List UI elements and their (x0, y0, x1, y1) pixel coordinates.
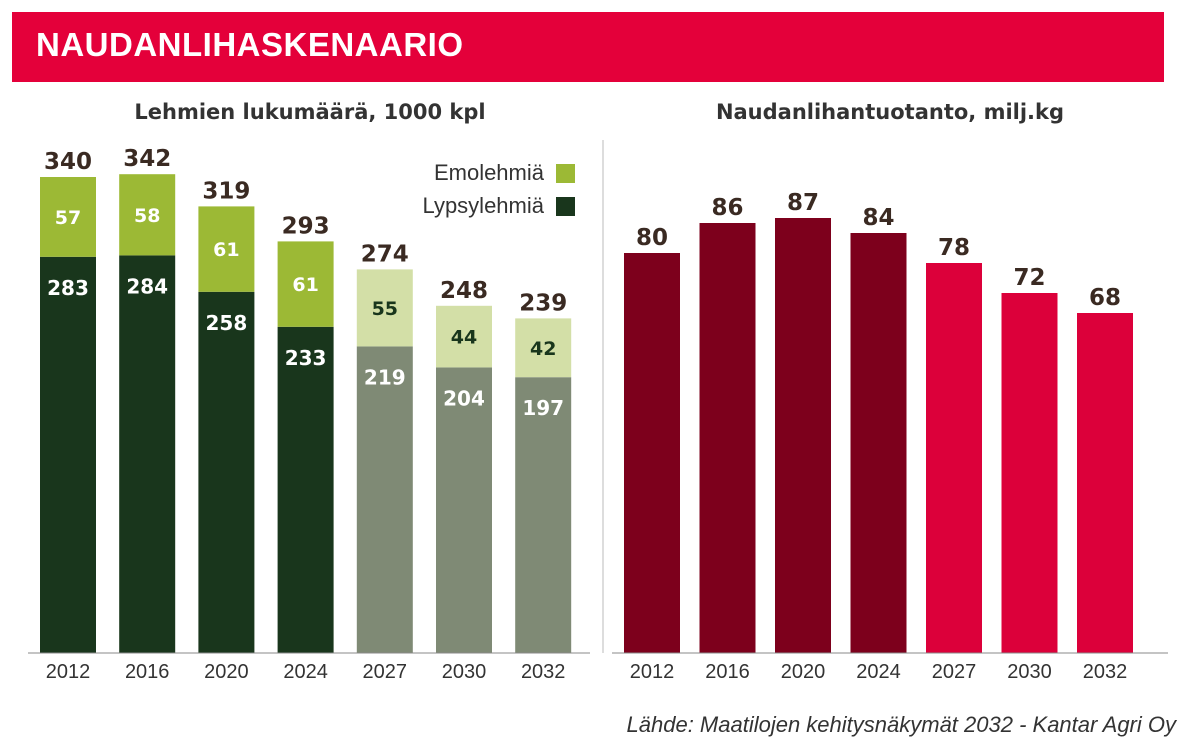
bar-lypsylehmia-2016 (119, 255, 176, 653)
x-tick-left-2020: 2020 (204, 661, 249, 683)
label-emolehmia-2016: 58 (134, 205, 160, 227)
label-total-2012: 340 (44, 149, 92, 175)
bar-lypsylehmia-2027 (356, 346, 413, 653)
bar-meat-2012 (624, 253, 680, 653)
bar-emolehmia-2016 (119, 174, 176, 256)
bar-meat-2016 (699, 223, 756, 653)
cows-chart-title: Lehmien lukumäärä, 1000 kpl (134, 100, 486, 124)
label-meat-2012: 80 (636, 225, 668, 251)
page-title: NAUDANLIHASKENAARIO (36, 26, 464, 63)
bar-meat-2020 (775, 218, 831, 653)
bar-meat-2027 (926, 263, 982, 653)
bar-lypsylehmia-2032 (515, 377, 572, 653)
bar-emolehmia-2020 (198, 206, 255, 292)
x-tick-left-2027: 2027 (363, 661, 408, 683)
bar-emolehmia-2027 (356, 269, 413, 347)
bar-meat-2024 (850, 233, 907, 653)
label-emolehmia-2032: 42 (530, 338, 556, 360)
label-lypsylehmia-2032: 197 (522, 396, 564, 420)
bar-lypsylehmia-2030 (436, 367, 492, 653)
label-lypsylehmia-2020: 258 (206, 311, 248, 335)
legend-swatch-lypsylehmia (556, 197, 575, 216)
label-lypsylehmia-2030: 204 (443, 386, 485, 410)
bar-emolehmia-2012 (40, 177, 96, 257)
x-tick-right-2016: 2016 (705, 661, 750, 683)
x-tick-left-2024: 2024 (283, 661, 328, 683)
x-tick-left-2016: 2016 (125, 661, 170, 683)
bar-emolehmia-2030 (436, 305, 492, 368)
label-meat-2020: 87 (787, 190, 819, 216)
x-tick-right-2020: 2020 (781, 661, 826, 683)
bar-meat-2032 (1077, 313, 1133, 653)
label-meat-2016: 86 (711, 195, 743, 221)
bar-emolehmia-2032 (515, 318, 572, 378)
label-lypsylehmia-2016: 284 (126, 274, 168, 298)
label-emolehmia-2012: 57 (55, 207, 81, 229)
x-tick-right-2030: 2030 (1007, 661, 1052, 683)
label-lypsylehmia-2024: 233 (285, 346, 327, 370)
label-meat-2030: 72 (1013, 265, 1045, 291)
label-total-2020: 319 (202, 178, 250, 204)
label-meat-2024: 84 (862, 205, 894, 231)
x-tick-right-2027: 2027 (932, 661, 977, 683)
label-emolehmia-2030: 44 (451, 327, 477, 349)
header-banner: NAUDANLIHASKENAARIO (12, 12, 1164, 82)
label-emolehmia-2027: 55 (372, 298, 398, 320)
label-total-2032: 239 (519, 290, 567, 316)
beef-chart-title: Naudanlihantuotanto, milj.kg (715, 100, 1065, 124)
bar-lypsylehmia-2012 (40, 256, 96, 653)
legend-label-lypsylehmia: Lypsylehmiä (423, 193, 545, 218)
bar-lypsylehmia-2020 (198, 291, 255, 653)
bar-meat-2030 (1001, 293, 1058, 653)
x-tick-right-2032: 2032 (1083, 661, 1128, 683)
label-total-2027: 274 (361, 241, 409, 267)
source-note: Lähde: Maatilojen kehitysnäkymät 2032 - … (626, 712, 1176, 737)
x-tick-left-2012: 2012 (46, 661, 91, 683)
x-tick-right-2012: 2012 (630, 661, 675, 683)
label-emolehmia-2020: 61 (213, 239, 239, 261)
label-total-2016: 342 (123, 146, 171, 172)
x-tick-left-2030: 2030 (442, 661, 487, 683)
label-meat-2032: 68 (1089, 285, 1121, 311)
label-lypsylehmia-2027: 219 (364, 365, 406, 389)
label-emolehmia-2024: 61 (292, 274, 318, 296)
label-total-2024: 293 (282, 213, 330, 239)
charts-canvas: 283 57 340 2012 284 58 342 2016 258 61 319 2020 233 6… (28, 140, 1168, 683)
x-tick-left-2032: 2032 (521, 661, 566, 683)
label-total-2030: 248 (440, 278, 488, 304)
legend-swatch-emolehmia (556, 164, 575, 183)
legend-label-emolehmia: Emolehmiä (434, 160, 545, 185)
bar-lypsylehmia-2024 (277, 326, 334, 653)
label-lypsylehmia-2012: 283 (47, 276, 89, 300)
label-meat-2027: 78 (938, 235, 970, 261)
x-tick-right-2024: 2024 (856, 661, 901, 683)
bar-emolehmia-2024 (277, 241, 334, 327)
